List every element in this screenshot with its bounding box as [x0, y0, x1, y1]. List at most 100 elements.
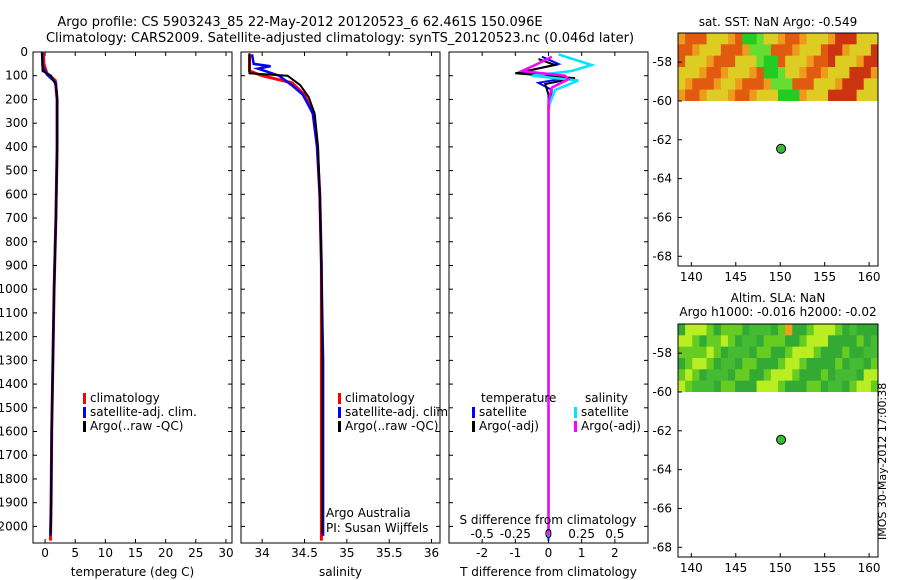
sst-map-cell: [835, 55, 843, 68]
sla-map-cell: [763, 380, 772, 392]
sst-map-cell: [763, 89, 772, 101]
sst-map-cell: [849, 33, 858, 45]
sla-map-cell: [678, 324, 686, 336]
sst-map-cell: [778, 66, 786, 79]
sst-map-cell: [756, 89, 765, 101]
sla-map-xtick-label: 140: [680, 561, 703, 575]
sst-map-cell: [828, 78, 836, 91]
figure-title-line1: Argo profile: CS 5903243_85 22-May-2012 …: [57, 15, 542, 30]
sst-map-cell: [763, 44, 772, 57]
sla-map-cell: [728, 346, 736, 359]
sst-map-cell: [785, 89, 793, 101]
sst-map-cell: [699, 78, 708, 91]
diff-legend-s-swatch: [574, 407, 577, 418]
sst-map-cell: [842, 66, 851, 79]
diff-xtick2-label: 0.5: [605, 527, 624, 541]
sla-map-cell: [749, 380, 758, 392]
sla-map-title: Altim. SLA: NaN: [731, 291, 826, 305]
sst-map-cell: [799, 66, 808, 79]
sst-map-cell: [735, 66, 743, 79]
sla-map-cell: [856, 346, 865, 359]
sla-map-cell: [742, 324, 751, 336]
diff-legend-s-swatch: [574, 421, 577, 432]
sst-map-cell: [692, 89, 701, 101]
sst-map-cell: [785, 44, 793, 57]
sla-map-cell: [842, 346, 851, 359]
sla-map-cell: [799, 324, 808, 336]
sst-map-cell: [735, 33, 743, 45]
sst-map-cell: [742, 44, 751, 57]
temperature-profile-ytick-label: 1900: [0, 496, 28, 510]
sst-map-cell: [799, 44, 808, 57]
sla-map-cell: [763, 324, 772, 336]
sst-map-cell: [713, 78, 722, 91]
sst-map-cell: [692, 33, 701, 45]
sst-map-cell: [678, 44, 686, 57]
sst-map-cell: [842, 55, 851, 68]
sla-map-cell: [828, 324, 836, 336]
sst-map-cell: [735, 89, 743, 101]
sal-legend-swatch: [338, 393, 341, 404]
sla-map-cell: [728, 369, 736, 382]
sla-map-cell: [678, 380, 686, 392]
difference-profile-series-3: [517, 55, 571, 536]
temp-legend-swatch: [83, 393, 86, 404]
sst-map-ytick-label: -64: [652, 172, 672, 186]
sla-map-cell: [699, 380, 708, 392]
sst-map-cell: [742, 55, 751, 68]
sla-map-cell: [685, 369, 693, 382]
sal-legend-swatch: [338, 421, 341, 432]
sla-map-cell: [849, 357, 858, 370]
sla-map-cell: [742, 346, 751, 359]
sla-map-cell: [692, 324, 701, 336]
sst-map-cell: [778, 55, 786, 68]
salinity-profile-xtick-label: 35: [339, 546, 354, 560]
sst-map-cell: [856, 44, 865, 57]
sst-map-ytick-label: -60: [652, 94, 672, 108]
sla-map-cell: [678, 346, 686, 359]
sla-map-cell: [863, 380, 872, 392]
temperature-profile-ytick-label: 100: [5, 69, 28, 83]
sst-map-cell: [856, 89, 865, 101]
sla-map-cell: [713, 380, 722, 392]
sst-map-cell: [863, 33, 872, 45]
sst-map-cell: [685, 44, 693, 57]
sla-map-cell: [749, 346, 758, 359]
sla-map-cell: [828, 380, 836, 392]
sla-map-cell: [742, 380, 751, 392]
sal-legend-label: Argo(..raw -QC): [345, 419, 438, 433]
sla-map-cell: [813, 346, 822, 359]
temperature-profile-ytick-label: 600: [5, 187, 28, 201]
sla-map-cell: [820, 369, 829, 382]
sla-map-cell: [749, 335, 758, 348]
sst-map-cell: [728, 66, 736, 79]
temperature-profile-series-2: [41, 53, 59, 534]
temperature-profile-ytick-label: 200: [5, 92, 28, 106]
sla-map-cell: [685, 380, 693, 392]
sla-map-cell: [799, 380, 808, 392]
sst-map-cell: [785, 78, 793, 91]
salinity-profile-xtick-label: 35.5: [376, 546, 403, 560]
sst-map-cell: [792, 78, 801, 91]
salinity-profile-series-2: [248, 53, 324, 534]
sla-map-cell: [778, 346, 786, 359]
sla-map-cell: [799, 369, 808, 382]
sla-map-cell: [692, 380, 701, 392]
sst-map-cell: [763, 55, 772, 68]
sla-map-cell: [828, 335, 836, 348]
sla-map-cell: [792, 369, 801, 382]
sst-map-cell: [699, 55, 708, 68]
temperature-profile-ytick-label: 1200: [0, 330, 28, 344]
sla-map-cell: [699, 369, 708, 382]
diff-legend-t-swatch: [472, 421, 475, 432]
sla-map-cell: [692, 335, 701, 348]
sla-map-cell: [763, 346, 772, 359]
sst-map-cell: [778, 89, 786, 101]
sla-map-cell: [849, 369, 858, 382]
temperature-profile-ytick-label: 900: [5, 258, 28, 272]
sla-map-cell: [706, 380, 715, 392]
salinity-profile: 34 34.5 35 35.5 36 salinity climatologysatelli…: [240, 51, 452, 579]
sla-map-cell: [856, 380, 865, 392]
diff-xtick2-label: 0: [545, 527, 553, 541]
temperature-profile-xtick-label: 10: [98, 546, 113, 560]
